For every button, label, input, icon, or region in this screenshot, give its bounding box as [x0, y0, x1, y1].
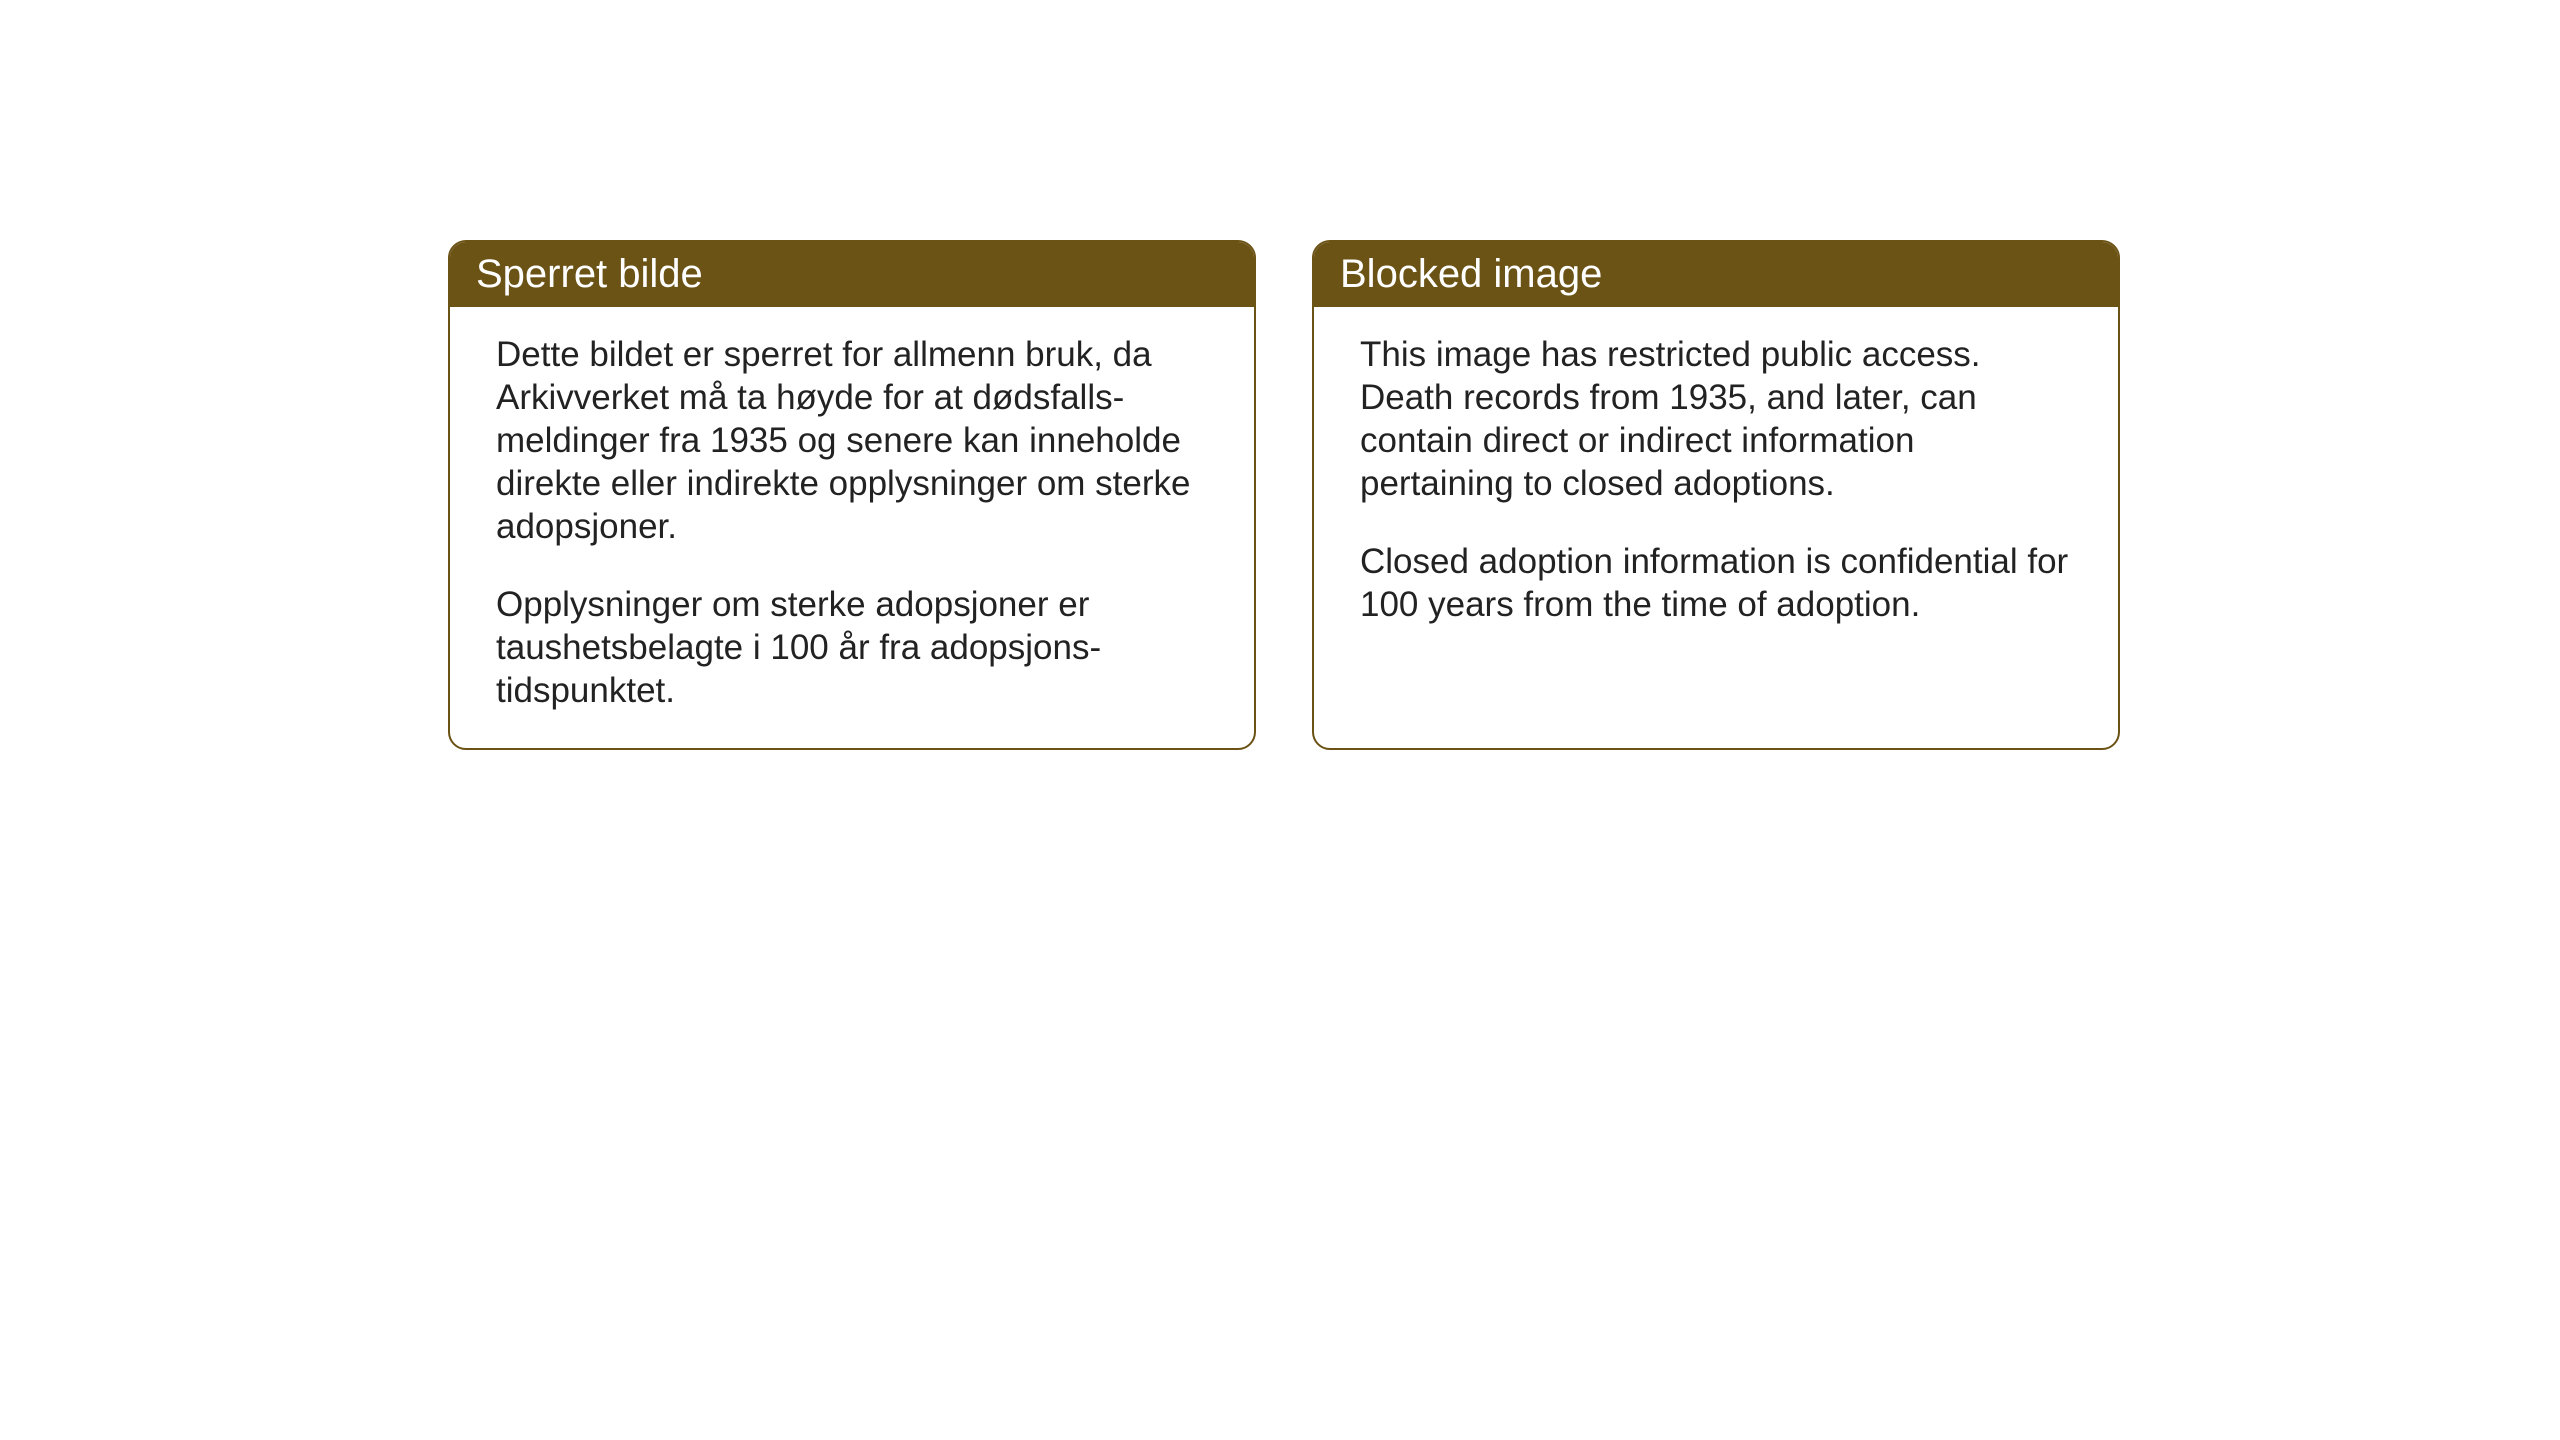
norwegian-card-header: Sperret bilde [450, 242, 1254, 307]
norwegian-paragraph-2: Opplysninger om sterke adopsjoner er tau… [496, 583, 1208, 712]
english-card-header: Blocked image [1314, 242, 2118, 307]
english-paragraph-2: Closed adoption information is confident… [1360, 540, 2072, 626]
english-paragraph-1: This image has restricted public access.… [1360, 333, 2072, 505]
norwegian-card-body: Dette bildet er sperret for allmenn bruk… [450, 307, 1254, 748]
norwegian-card: Sperret bilde Dette bildet er sperret fo… [448, 240, 1256, 750]
english-card: Blocked image This image has restricted … [1312, 240, 2120, 750]
norwegian-paragraph-1: Dette bildet er sperret for allmenn bruk… [496, 333, 1208, 548]
cards-container: Sperret bilde Dette bildet er sperret fo… [448, 240, 2120, 750]
english-card-body: This image has restricted public access.… [1314, 307, 2118, 709]
